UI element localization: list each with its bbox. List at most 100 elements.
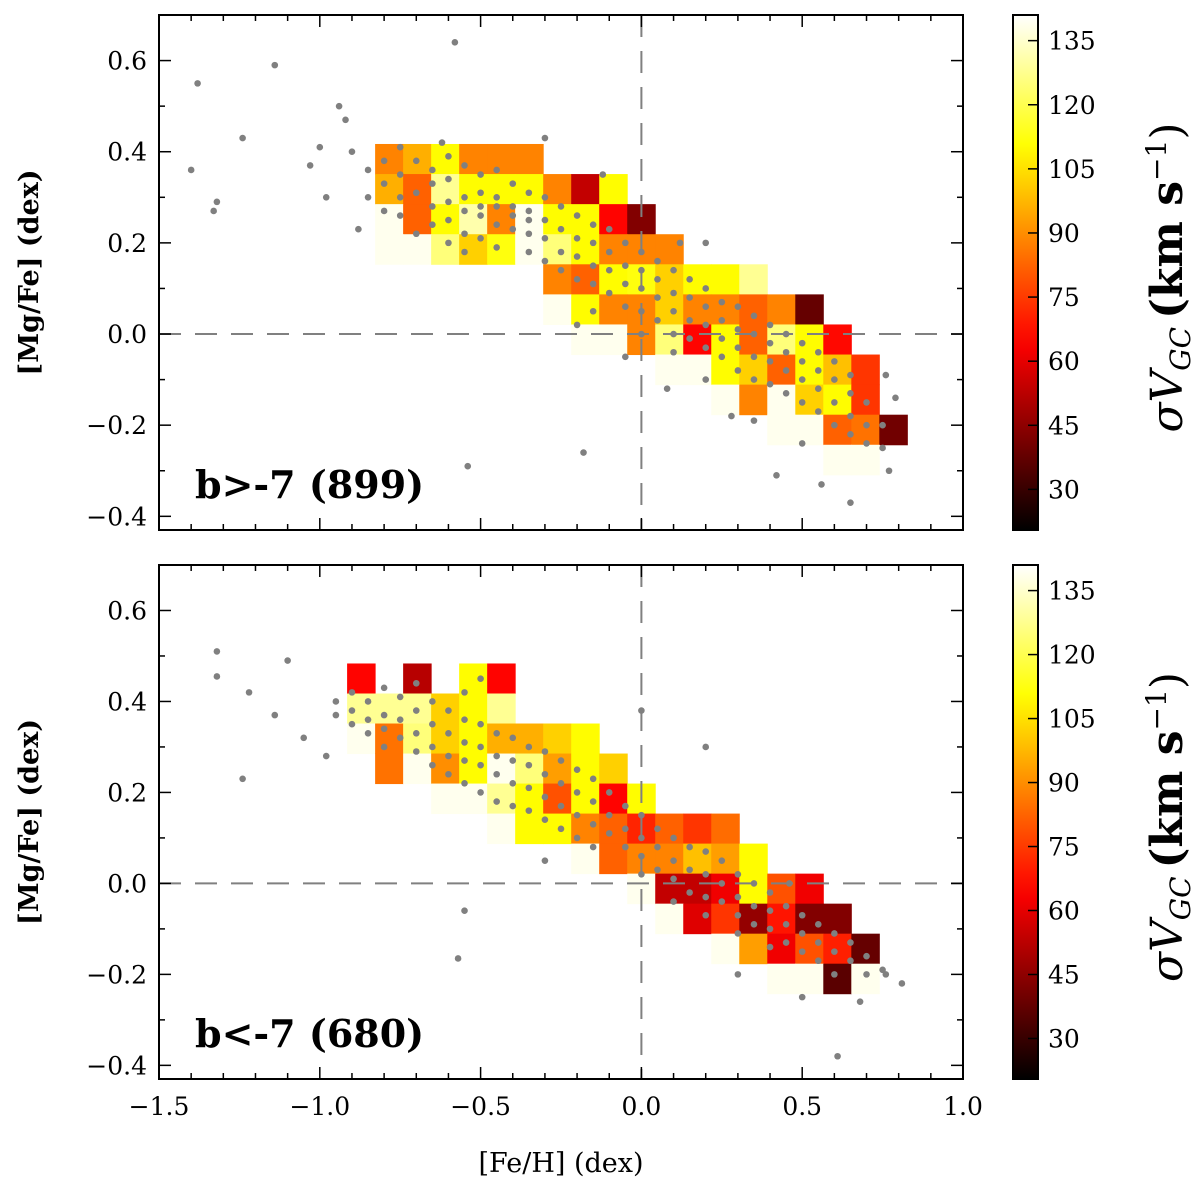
heatmap-cell: [543, 264, 572, 295]
scatter-point: [187, 166, 195, 174]
scatter-point: [573, 253, 581, 260]
heatmap-cell: [515, 813, 544, 845]
scatter-point: [429, 743, 436, 751]
scatter-point: [734, 971, 742, 978]
scatter-point: [702, 893, 710, 901]
heatmap-cell: [823, 414, 852, 446]
colorbar-label-part: σV: [1142, 366, 1193, 432]
scatter-point: [541, 194, 549, 201]
scatter-point: [654, 843, 661, 851]
colorbar-tick-label: 135: [1048, 577, 1096, 606]
scatter-point: [438, 139, 446, 146]
scatter-point: [525, 248, 533, 256]
scatter-point: [786, 880, 793, 887]
x-tick-label: −1.0: [289, 1092, 350, 1121]
scatter-point: [541, 235, 549, 242]
scatter-point: [322, 752, 330, 760]
heatmap-cell: [571, 723, 600, 755]
colorbar: [1012, 14, 1039, 531]
scatter-point: [493, 752, 500, 760]
heatmap-cell: [879, 414, 908, 446]
scatter-point: [332, 711, 340, 719]
scatter-point: [445, 152, 452, 160]
heatmap-cell: [543, 753, 572, 785]
scatter-point: [525, 743, 533, 751]
scatter-point: [718, 353, 726, 361]
heatmap-cell: [431, 693, 460, 725]
scatter-point: [882, 971, 890, 978]
scatter-point: [885, 467, 893, 475]
scatter-point: [541, 748, 549, 755]
y-tick-label: 0.4: [107, 687, 147, 716]
scatter-point: [429, 761, 436, 769]
heatmap-cell: [739, 324, 768, 356]
scatter-point: [670, 330, 677, 338]
heatmap-cell: [655, 354, 684, 386]
scatter-point: [605, 830, 613, 837]
scatter-point: [814, 921, 822, 928]
colorbar-tick-label: 120: [1048, 641, 1096, 670]
scatter-point: [451, 39, 459, 46]
scatter-point: [670, 289, 677, 297]
scatter-point: [348, 707, 356, 714]
scatter-point: [670, 348, 677, 356]
scatter-point: [477, 189, 484, 197]
colorbar-label-part: ): [1142, 122, 1193, 139]
colorbar-tick-label: 75: [1048, 833, 1080, 862]
scatter-point: [814, 367, 822, 374]
scatter-point: [477, 743, 484, 751]
x-tick-label: −1.5: [129, 1092, 190, 1121]
heatmap-cell: [459, 143, 488, 175]
scatter-point: [493, 203, 500, 210]
heatmap-cell: [599, 264, 628, 295]
scatter-point: [429, 698, 436, 705]
scatter-point: [814, 957, 822, 965]
scatter-point: [686, 889, 693, 896]
heatmap-cell: [487, 783, 516, 815]
heatmap-cell: [655, 873, 684, 905]
scatter-point: [766, 925, 774, 933]
scatter-point: [461, 207, 468, 215]
scatter-point: [464, 462, 472, 470]
scatter-point: [798, 911, 806, 919]
scatter-point: [605, 248, 613, 256]
scatter-point: [622, 353, 629, 361]
scatter-point: [271, 61, 279, 69]
heatmap-cell: [431, 234, 460, 265]
heatmap-cell: [515, 143, 544, 175]
scatter-point: [863, 952, 870, 960]
heatmap-cell: [851, 933, 880, 965]
heatmap-cell: [599, 174, 628, 205]
scatter-point: [509, 203, 517, 210]
scatter-point: [525, 207, 533, 215]
scatter-point: [573, 235, 581, 242]
scatter-point: [831, 399, 838, 406]
heatmap-cell: [403, 753, 432, 785]
colorbar-label-part: (km s: [1142, 181, 1193, 319]
scatter-point: [734, 871, 742, 878]
scatter-point: [477, 675, 484, 683]
scatter-point: [670, 307, 677, 315]
colorbar-label: σVGC (km s−1): [1140, 672, 1197, 982]
scatter-point: [798, 993, 806, 1001]
heatmap-cell: [823, 933, 852, 965]
heatmap-cell: [739, 264, 768, 295]
scatter-point: [766, 339, 774, 347]
scatter-point: [589, 775, 597, 783]
x-tick-label: −0.5: [450, 1092, 511, 1121]
heatmap-cell: [739, 843, 768, 875]
heatmap-cell: [711, 384, 740, 416]
scatter-point: [509, 180, 517, 187]
scatter-point: [380, 157, 388, 165]
scatter-point: [622, 802, 629, 810]
scatter-point: [847, 957, 854, 965]
scatter-point: [654, 825, 661, 833]
scatter-point: [654, 294, 661, 301]
heatmap-cell: [571, 174, 600, 205]
scatter-point: [782, 939, 790, 946]
scatter-point: [461, 907, 468, 914]
scatter-point: [541, 770, 549, 778]
colorbar-tick-label: 60: [1048, 897, 1080, 926]
heatmap-cell: [795, 414, 824, 446]
scatter-point: [766, 380, 774, 388]
